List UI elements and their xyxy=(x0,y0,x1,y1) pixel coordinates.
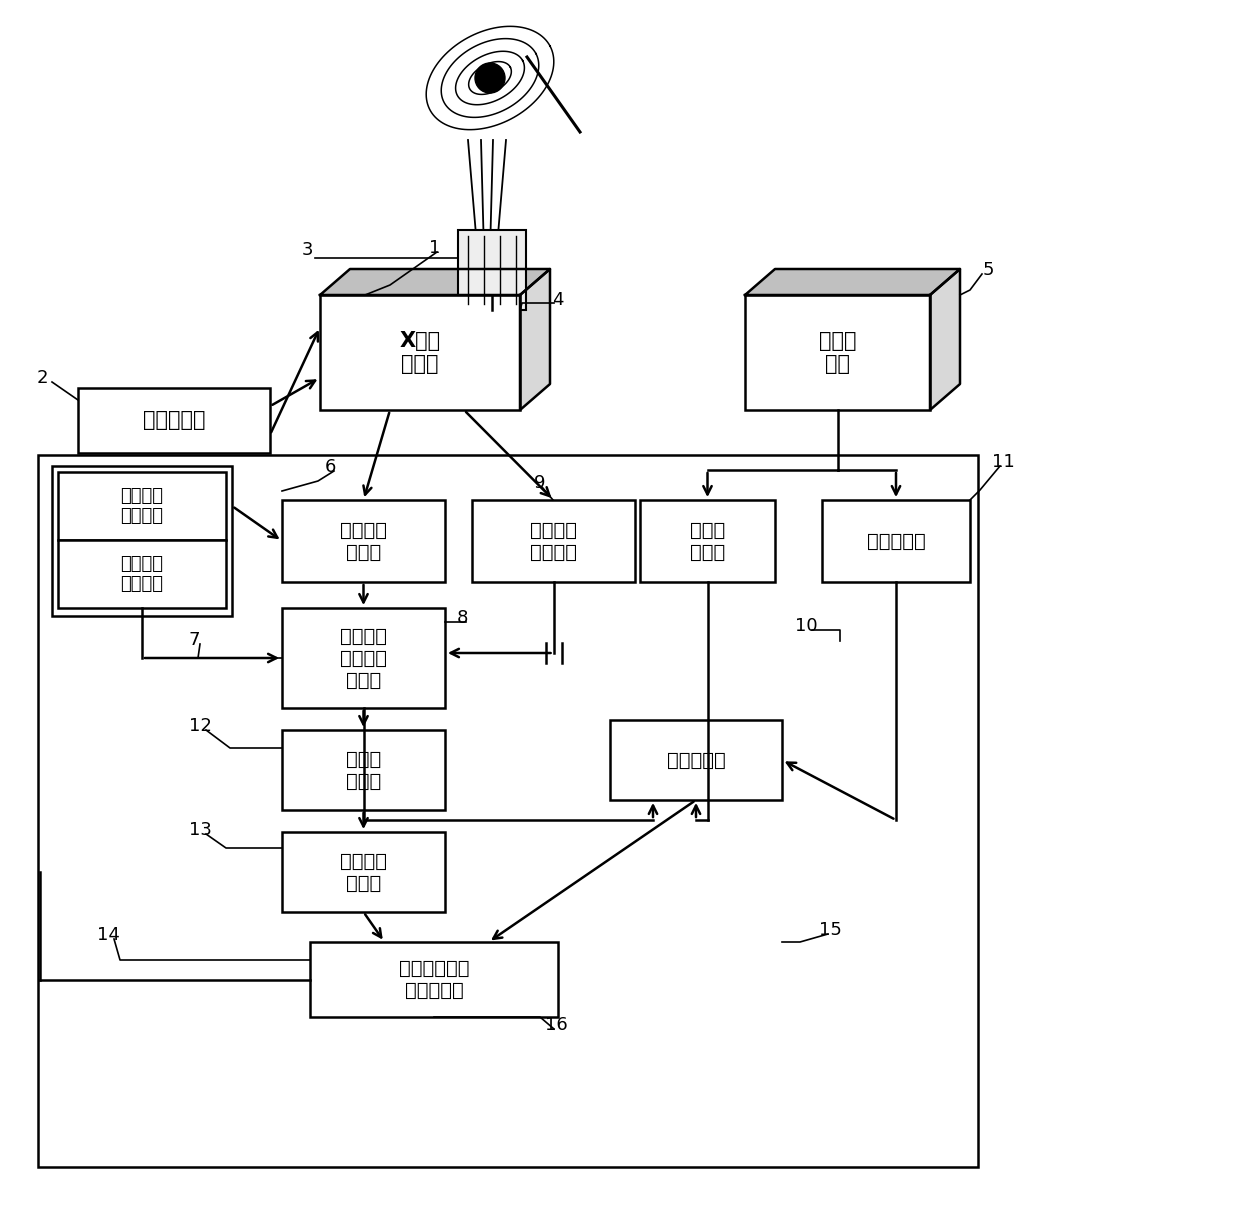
Text: 卫星姿态、位
置控制平台: 卫星姿态、位 置控制平台 xyxy=(399,959,469,1000)
Text: 1: 1 xyxy=(429,239,440,257)
FancyBboxPatch shape xyxy=(610,720,782,800)
Text: 探测器指
向控制: 探测器指 向控制 xyxy=(340,852,387,892)
FancyBboxPatch shape xyxy=(281,730,445,810)
Text: 13: 13 xyxy=(188,821,212,839)
FancyBboxPatch shape xyxy=(822,501,970,582)
Text: 地平线张角: 地平线张角 xyxy=(867,532,925,550)
Text: 3: 3 xyxy=(301,241,312,259)
Text: 5: 5 xyxy=(982,261,993,279)
Polygon shape xyxy=(930,269,960,410)
Text: 15: 15 xyxy=(818,921,842,939)
FancyBboxPatch shape xyxy=(281,501,445,582)
Text: 确定脉冲
星辐射方
向矢量: 确定脉冲 星辐射方 向矢量 xyxy=(340,627,387,690)
Text: 记录光子
到达时间: 记录光子 到达时间 xyxy=(529,520,577,561)
Polygon shape xyxy=(745,269,960,295)
FancyBboxPatch shape xyxy=(58,471,226,541)
Text: 脉冲星辨
识算法库: 脉冲星辨 识算法库 xyxy=(120,555,164,594)
FancyBboxPatch shape xyxy=(281,831,445,911)
Text: 11: 11 xyxy=(992,453,1014,471)
Text: 16: 16 xyxy=(544,1016,568,1034)
Text: 14: 14 xyxy=(97,926,119,944)
Text: X射线
探测器: X射线 探测器 xyxy=(399,331,440,375)
Text: 地平敏
感仪: 地平敏 感仪 xyxy=(818,331,857,375)
FancyBboxPatch shape xyxy=(78,388,270,453)
FancyBboxPatch shape xyxy=(58,541,226,608)
Text: 8: 8 xyxy=(456,608,467,627)
FancyBboxPatch shape xyxy=(320,295,520,410)
FancyBboxPatch shape xyxy=(745,295,930,410)
Text: 10: 10 xyxy=(795,617,817,635)
Text: 2: 2 xyxy=(36,368,48,387)
FancyBboxPatch shape xyxy=(281,608,445,708)
Polygon shape xyxy=(520,269,551,410)
Polygon shape xyxy=(320,269,551,295)
Text: 7: 7 xyxy=(188,631,200,648)
Text: 脉冲星特
征参数库: 脉冲星特 征参数库 xyxy=(120,486,164,525)
Text: 12: 12 xyxy=(188,718,212,734)
FancyBboxPatch shape xyxy=(310,942,558,1017)
Text: 导航算法库: 导航算法库 xyxy=(667,750,725,770)
Text: 4: 4 xyxy=(552,291,564,309)
Text: 地心方
向矢量: 地心方 向矢量 xyxy=(689,520,725,561)
Text: 脉冲星信
号辨识: 脉冲星信 号辨识 xyxy=(340,520,387,561)
Circle shape xyxy=(475,63,505,93)
Text: 9: 9 xyxy=(534,474,546,492)
Text: 姿态矩
阵确定: 姿态矩 阵确定 xyxy=(346,749,381,790)
FancyBboxPatch shape xyxy=(640,501,775,582)
FancyBboxPatch shape xyxy=(472,501,635,582)
Text: 6: 6 xyxy=(325,458,336,476)
Text: 星载原子钟: 星载原子钟 xyxy=(143,411,206,430)
FancyBboxPatch shape xyxy=(458,230,526,310)
